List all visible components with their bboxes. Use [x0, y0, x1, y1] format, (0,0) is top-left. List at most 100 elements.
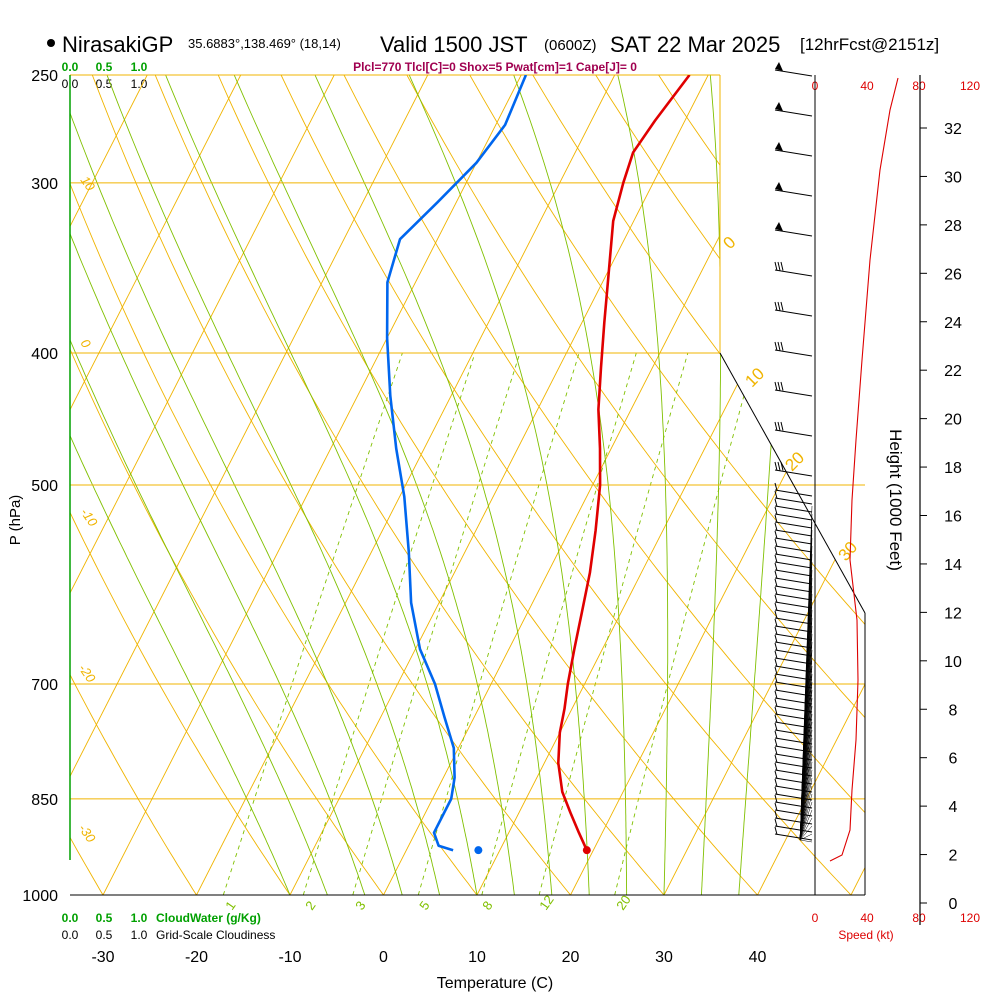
temperature-tick-label: 30 — [655, 949, 673, 966]
cloudwater-tick: 0.0 — [62, 911, 79, 925]
wind-barb-feather — [774, 818, 778, 827]
dry-adiabat-line — [144, 75, 690, 895]
height-tick-label: 8 — [949, 702, 958, 719]
wind-barb-staff — [774, 553, 813, 561]
wind-barb-feather — [777, 301, 781, 311]
wind-barb-link — [799, 777, 813, 841]
wind-barb-feather — [780, 421, 784, 431]
wind-barb-feather — [774, 530, 778, 539]
moist-adiabat-line — [70, 75, 291, 895]
moist-adiabat-line — [617, 75, 669, 895]
pressure-tick-label: 250 — [31, 68, 58, 85]
speed-tick: 40 — [860, 911, 874, 925]
wind-barb-staff — [774, 641, 813, 649]
wind-barb-link — [799, 801, 813, 841]
pressure-tick-label: 700 — [31, 677, 58, 694]
moist-adiabat-line — [70, 75, 366, 895]
speed-label: Speed (kt) — [838, 928, 893, 942]
wind-barb-staff — [774, 513, 813, 521]
dry-adiabat-line — [207, 75, 785, 895]
moist-adiabat-line — [513, 75, 628, 895]
stability-indices: Plcl=770 Tlcl[C]=0 Shox=5 Pwat[cm]=1 Cap… — [353, 60, 637, 74]
temperature-tick-label: 40 — [749, 949, 767, 966]
wind-barb-feather — [777, 341, 781, 351]
curve-clip-group — [385, 75, 691, 852]
site-coords: 35.6883°,138.469° (18,14) — [188, 36, 341, 51]
wind-barb-feather — [774, 698, 778, 707]
height-tick-label: 2 — [949, 848, 958, 865]
wind-barb-pennant — [775, 102, 783, 111]
wind-barb-feather — [774, 642, 778, 651]
wind-barb-feather — [774, 626, 778, 635]
wind-barb-staff — [774, 825, 813, 833]
temperature-tick-label: -10 — [278, 949, 301, 966]
bottom-cloudwater-scale: 0.0 0.5 1.0 CloudWater (g/Kg) — [62, 911, 261, 925]
wind-barb-staff — [774, 489, 813, 497]
isotherm-line — [850, 75, 865, 895]
dry-adiabat-label: 0 — [78, 336, 95, 351]
dry-adiabat-line — [269, 75, 865, 895]
station-dot-icon — [47, 39, 55, 47]
wind-profile — [719, 62, 899, 895]
pressure-tick-label: 1000 — [22, 888, 58, 905]
pressure-tick-label: 500 — [31, 478, 58, 495]
wind-barb-feather — [774, 778, 778, 787]
speed-tick: 80 — [912, 79, 926, 93]
wind-barb-pennant — [775, 142, 783, 151]
mixing-ratio-line — [481, 352, 637, 895]
wind-barb-feather — [774, 706, 778, 715]
dry-adiabat-line — [580, 75, 865, 895]
pressure-tick-label: 400 — [31, 346, 58, 363]
wind-barb-feather — [777, 381, 781, 391]
wind-barb-staff — [774, 349, 813, 357]
wind-barb-staff — [774, 577, 813, 585]
wind-barb-staff — [774, 609, 813, 617]
wind-barb-feather — [774, 514, 778, 523]
speed-tick: 40 — [860, 79, 874, 93]
isotherm-line — [70, 75, 148, 895]
mixing-ratio-label: 2 — [302, 898, 318, 913]
wind-barb-staff — [774, 469, 813, 477]
sounding-curves — [385, 75, 691, 855]
wind-barb-feather — [774, 666, 778, 675]
height-tick-label: 14 — [944, 557, 962, 574]
height-tick-label: 16 — [944, 509, 962, 526]
wind-barb-feather — [774, 634, 778, 643]
wind-barb-link — [799, 809, 813, 841]
wind-barb-staff — [774, 429, 813, 437]
wind-barb-feather — [780, 381, 784, 391]
speed-tick: 80 — [912, 911, 926, 925]
wind-barb-staff — [774, 601, 813, 609]
wind-barb-feather — [774, 578, 778, 587]
dry-adiabat-label: -10 — [78, 505, 102, 530]
cloudwater-tick: 0.5 — [96, 911, 113, 925]
wind-barb-feather — [774, 546, 778, 555]
height-tick-label: 22 — [944, 363, 962, 380]
height-tick-label: 30 — [944, 169, 962, 186]
wind-barb-staff — [774, 817, 813, 825]
dry-adiabat-line — [331, 75, 865, 895]
wind-barb-staff — [774, 189, 813, 197]
wind-barb-feather — [774, 594, 778, 603]
wind-barb-link — [799, 833, 813, 841]
dry-adiabat-line — [829, 75, 865, 895]
height-tick-label: 0 — [949, 896, 958, 913]
wind-barb-feather — [774, 738, 778, 747]
height-tick-label: 20 — [944, 412, 962, 429]
dry-adiabat-line — [518, 75, 865, 895]
height-tick-label: 6 — [949, 751, 958, 768]
wind-barb-feather — [774, 570, 778, 579]
wind-barb-feather — [774, 714, 778, 723]
dry-adiabat-line — [456, 75, 865, 895]
wind-barb-staff — [774, 569, 813, 577]
surface-temperature-point — [582, 846, 591, 855]
cloudwater-tick: 1.0 — [131, 60, 148, 74]
wind-barb-feather — [774, 586, 778, 595]
wind-barb-pennant — [775, 182, 783, 191]
wind-barb-feather — [774, 650, 778, 659]
wind-barb-feather — [774, 794, 778, 803]
moist-adiabat-line — [314, 75, 553, 895]
